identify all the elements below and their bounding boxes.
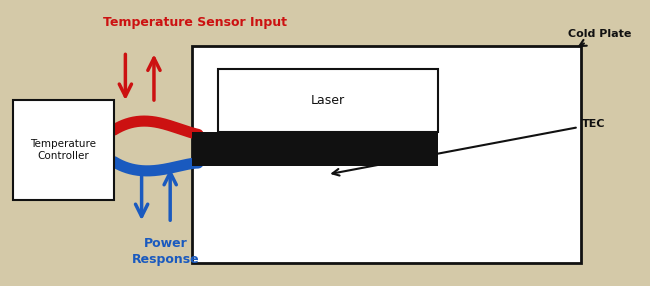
Bar bbox=[192, 132, 439, 166]
Text: Power
Response: Power Response bbox=[132, 237, 200, 266]
Text: Temperature Sensor Input: Temperature Sensor Input bbox=[103, 16, 287, 29]
Text: Laser: Laser bbox=[311, 94, 345, 107]
Text: Cold Plate: Cold Plate bbox=[568, 29, 632, 46]
Bar bbox=[13, 100, 114, 200]
Bar bbox=[218, 69, 439, 132]
Text: TEC: TEC bbox=[332, 120, 605, 176]
Bar bbox=[192, 46, 581, 263]
Text: Temperature
Controller: Temperature Controller bbox=[31, 139, 96, 161]
